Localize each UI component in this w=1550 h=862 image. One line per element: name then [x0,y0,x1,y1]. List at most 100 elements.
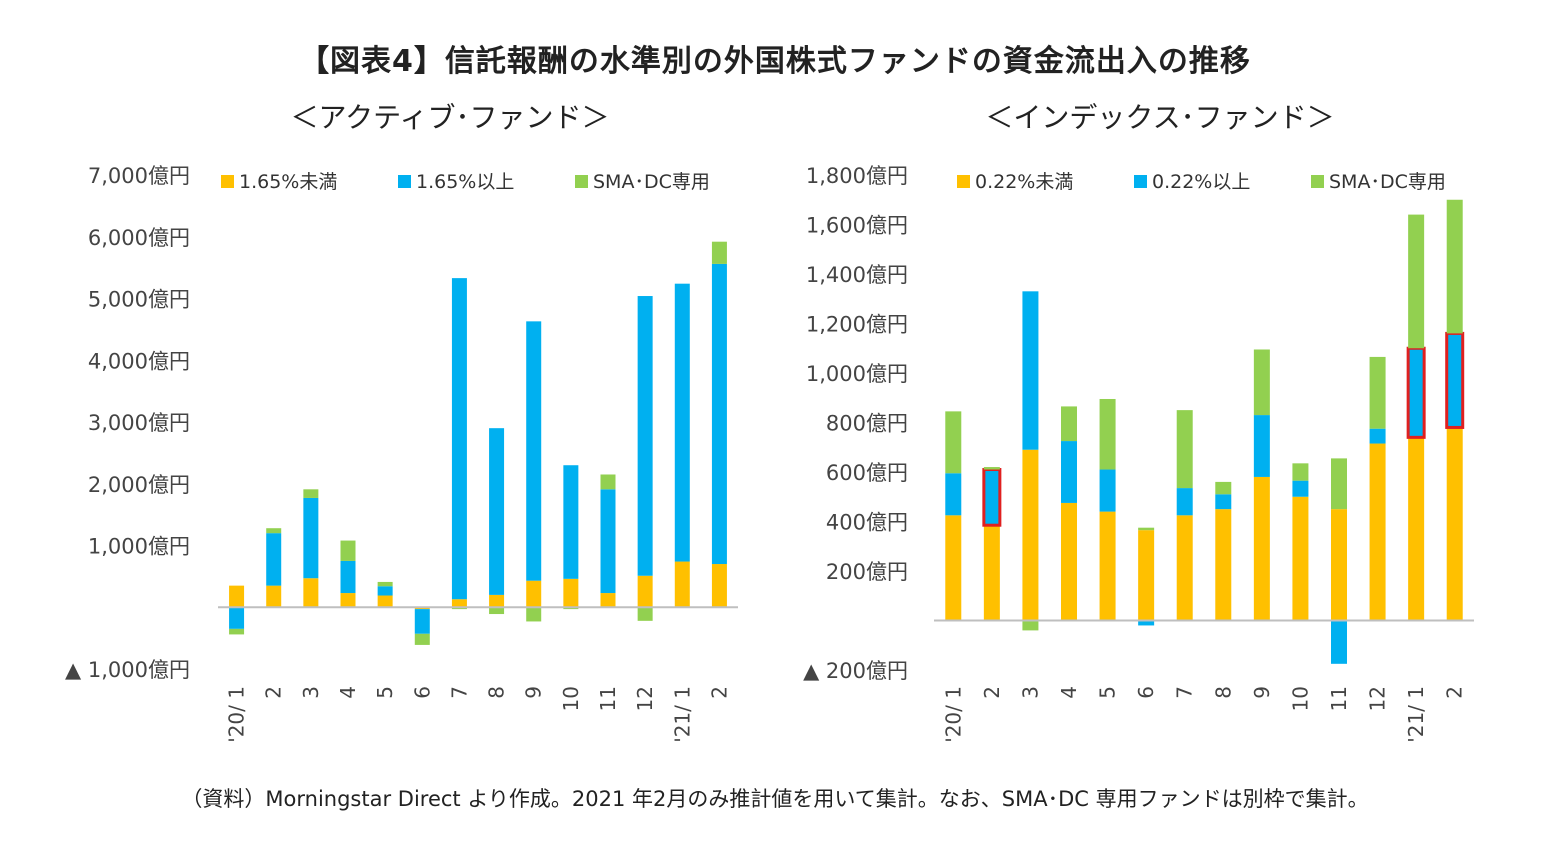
active-legend-label: 1.65%未満 [239,171,337,193]
active-bar-segment [451,278,467,600]
index-x-tick-label: 6 [1134,686,1158,699]
active-bar-segment [600,474,616,490]
index-bar-segment [1215,494,1232,510]
index-bar-segment [1022,449,1039,621]
index-bar-segment [1445,331,1465,429]
active-y-tick-label: 1,000億円 [88,535,190,559]
index-y-tick-label: 800億円 [826,412,908,436]
index-fund-chart: ▲ 200億円 200億円 400億円 600億円 800億円 1,000億円 1,200億… [803,164,1474,743]
index-bar-segment [1406,346,1426,439]
index-y-tick-label: 200億円 [826,560,908,584]
index-bar-segment [945,473,962,516]
index-x-tick-label: 3 [1018,686,1042,699]
active-legend-swatch [575,175,588,188]
index-bar-segment [1408,214,1425,349]
index-bar-segment [1446,427,1463,621]
active-bar-segment [674,283,690,562]
index-x-tick-label: 8 [1211,686,1235,699]
index-bar-segment [983,467,1000,470]
active-x-tick-label: 12 [633,686,657,711]
active-bar-segment [526,580,542,608]
index-bar-segment [1176,488,1193,516]
active-x-tick-label: 8 [485,686,509,699]
index-x-tick-label: 4 [1057,686,1081,699]
index-x-tick-label: 7 [1173,686,1197,699]
index-bar-segment [1099,469,1116,512]
active-bar-segment [711,241,727,264]
index-bar-segment [1253,476,1270,621]
active-x-tick-label: '20/ 1 [225,686,249,743]
active-y-tick-label: 3,000億円 [88,411,190,435]
active-bar-segment [711,263,727,565]
index-legend-swatch [957,175,970,188]
active-bar-segment [526,607,542,622]
index-bar-segment [1292,480,1309,497]
active-y-tick-label: 6,000億円 [88,226,190,250]
index-bar-segment [1022,291,1039,450]
active-x-tick-label: 11 [596,686,620,711]
index-bar-segment [1022,620,1039,631]
active-bar-segment [229,607,245,629]
active-legend-swatch [398,175,411,188]
active-bar-segment [674,561,690,608]
index-bar-segment [1138,527,1155,531]
index-legend-label: 0.22%以上 [1152,171,1250,193]
active-bar-segment [563,578,579,608]
active-bar-segment [600,489,616,594]
active-bar-segment [637,607,653,621]
active-y-tick-label: ▲ 1,000億円 [65,658,190,682]
index-x-tick-label: 2 [980,686,1004,699]
index-bar-segment [983,525,1000,621]
active-bar-segment [377,581,393,587]
index-bar-segment [1176,515,1193,621]
index-bar-segment [1061,441,1077,503]
active-fund-subtitle: ＜アクティブ･ファンド＞ [290,101,610,134]
index-bar-segment [1292,496,1309,621]
index-bar-segment [1099,398,1116,470]
index-y-tick-label: 1,200億円 [806,313,908,337]
index-fund-subtitle: ＜インデックス･ファンド＞ [985,101,1335,134]
active-x-tick-label: 5 [373,686,397,699]
active-bar-segment [637,575,653,608]
index-bar-segment [1176,410,1193,489]
index-bar-segment [945,411,962,474]
index-bar-segment [1292,463,1309,481]
active-bar-segment [414,609,430,634]
active-bar-segment [414,633,430,645]
active-bar-segment [303,578,319,608]
active-bar-segment [229,585,245,608]
active-legend-label: SMA･DC専用 [593,171,710,193]
active-x-tick-label: 10 [559,686,583,711]
active-x-tick-label: '21/ 1 [670,686,694,743]
index-legend-label: SMA･DC専用 [1329,171,1446,193]
active-bar-segment [340,540,356,561]
index-bar-segment [945,515,962,621]
index-x-tick-label: 12 [1366,686,1390,711]
index-x-tick-label: 2 [1443,686,1467,699]
active-bar-segment [340,560,356,594]
index-y-tick-label: 1,600億円 [806,214,908,238]
index-x-tick-label: 9 [1250,686,1274,699]
index-x-tick-label: 11 [1327,686,1351,711]
active-y-tick-label: 5,000億円 [88,288,190,312]
index-x-tick-label: 10 [1288,686,1312,711]
active-bar-segment [711,564,727,608]
figure-title: 【図表4】信託報酬の水準別の外国株式ファンドの資金流出入の推移 [299,44,1251,79]
active-bar-segment [451,599,467,608]
active-x-tick-label: 2 [707,686,731,699]
index-bar-segment [1331,509,1347,621]
index-bar-segment [1369,356,1386,429]
active-x-tick-label: 3 [299,686,323,699]
index-legend-swatch [1311,175,1324,188]
active-fund-chart: ▲ 1,000億円 1,000億円 2,000億円 3,000億円 4,000億円 5,0… [65,164,738,743]
active-bar-segment [489,607,505,615]
index-y-tick-label: 1,000億円 [806,362,908,386]
active-bar-segment [489,428,505,595]
index-bar-segment [1061,406,1077,442]
active-bar-segment [600,593,616,608]
active-bar-segment [377,595,393,608]
active-y-tick-label: 7,000億円 [88,164,190,188]
active-x-tick-label: 6 [410,686,434,699]
active-bar-segment [637,296,653,576]
active-bar-segment [563,465,579,579]
